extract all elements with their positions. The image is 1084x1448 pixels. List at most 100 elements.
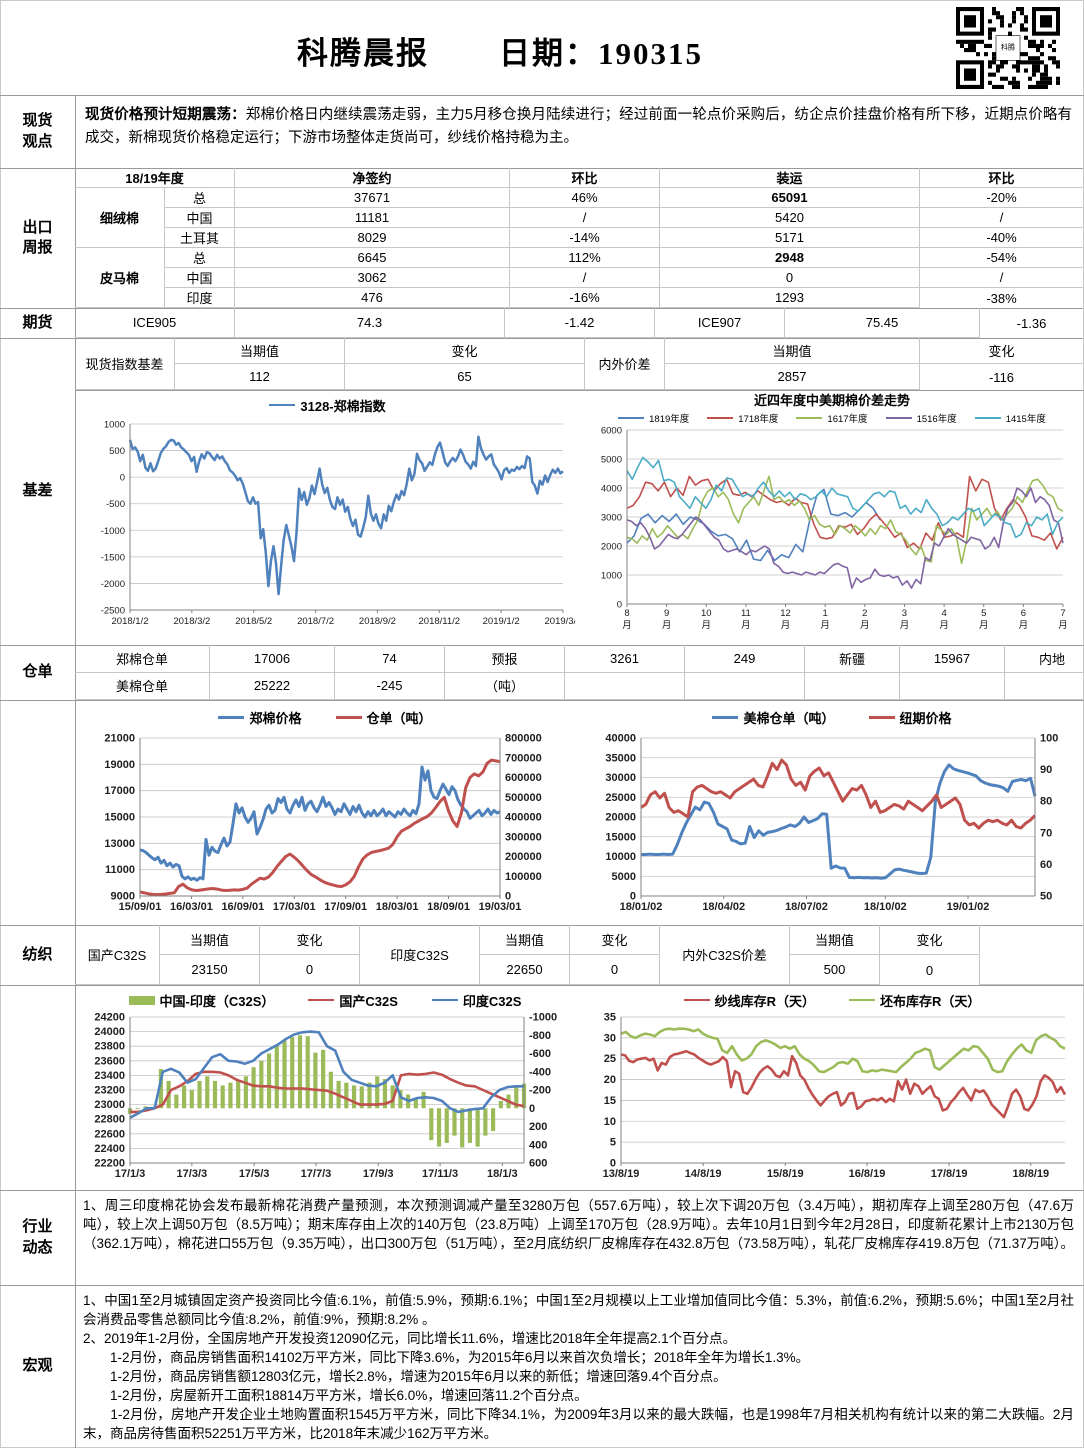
svg-text:3月: 3月 [900,608,910,631]
svg-text:2018/7/2: 2018/7/2 [297,616,334,627]
svg-text:19/03/01: 19/03/01 [479,901,522,913]
svg-text:2018/1/2: 2018/1/2 [112,616,149,627]
svg-text:-600: -600 [529,1048,551,1060]
cell: -16% [510,288,660,308]
legend-line-swatch [218,715,245,719]
legend-line-swatch [308,998,335,1002]
svg-text:23000: 23000 [94,1099,125,1111]
svg-text:10月: 10 月 [701,608,712,631]
legend-label: 国产C32S [339,993,398,1009]
svg-text:5月: 5月 [979,608,989,631]
svg-text:600: 600 [529,1158,547,1170]
svg-text:17/7/3: 17/7/3 [301,1168,332,1180]
svg-text:9000: 9000 [111,891,135,903]
svg-text:-2000: -2000 [101,579,125,590]
cell: 25222 [210,672,335,700]
chart-zhengmian-index: 3128-郑棉指数 1000 500 0 -500 -1000 -1500 -2000 -250… [80,392,582,642]
cell: 2857 [665,364,920,390]
svg-text:6月: 6月 [1019,608,1029,631]
futures-table: ICE905 74.3 -1.42 ICE907 75.45 -1.36 [75,308,1084,338]
chart-plot: 1000 500 0 -500 -1000 -1500 -2000 -25002018/1/2… [101,420,582,628]
svg-text:100000: 100000 [505,871,542,883]
svg-text:10: 10 [604,1116,616,1128]
legend-label: 1617年度 [827,414,868,425]
cell: 当期值 [160,925,260,955]
svg-text:2019/1/2: 2019/1/2 [483,616,520,627]
svg-text:18/09/01: 18/09/01 [427,901,470,913]
cell: 总 [165,248,235,268]
legend-label: 1819年度 [649,414,690,425]
legend-label: 仓单（吨） [366,710,432,726]
cell: ICE905 [75,308,235,338]
qr-code: 科腾 [956,7,1060,89]
macro-line: 2、2019年1-2月份，全国房地产开发投资12090亿元，同比增长11.6%，… [83,1331,737,1346]
svg-text:23200: 23200 [94,1085,125,1097]
svg-text:35000: 35000 [605,752,636,764]
svg-text:2000: 2000 [601,542,622,553]
cell [1005,673,1084,700]
cell: -116 [920,364,1084,390]
macro-line: 1、中国1至2月城镇固定资产投资同比今值:6.1%，前值:5.9%，预期:6.1… [83,1293,1074,1327]
cell: 112% [510,248,660,268]
cell: -1.42 [505,308,655,338]
cell: （吨） [445,672,565,700]
svg-text:18/03/01: 18/03/01 [376,901,419,913]
legend-line-swatch [868,715,895,719]
svg-text:22200: 22200 [94,1158,125,1170]
svg-text:35: 35 [604,1013,616,1024]
svg-text:0: 0 [610,1158,616,1170]
svg-text:22800: 22800 [94,1114,125,1126]
col-header: 环比 [920,168,1084,188]
svg-text:23600: 23600 [94,1055,125,1067]
svg-text:-500: -500 [106,499,125,510]
chart-c32s-spread: 中国-印度（C32S） 国产C32S 印度C32S 24200 24000 23800 23… [80,987,570,1187]
cell: -38% [920,288,1084,308]
svg-text:科腾: 科腾 [1001,43,1015,52]
legend-label: 1516年度 [916,414,957,425]
legend-item: 坯布库存R（天） [849,991,980,1010]
cell: 当期值 [790,925,880,955]
svg-text:11月: 11 月 [741,608,751,631]
chart-plot: 6000 5000 4000 3000 2000 1000 08 月 9 月 10 月 11 月 12 月 1 月… [601,426,1068,632]
legend-label: 美棉仓单（吨） [743,710,835,726]
svg-text:17/11/3: 17/11/3 [422,1168,458,1180]
chart-us-receipts-ny-price: 美棉仓单（吨） 纽期价格 40000 35000 30000 25000 20000 1500… [585,702,1079,922]
cell: 0 [570,955,660,985]
cell: 37671 [235,188,510,208]
cell: 总 [165,188,235,208]
cell [980,925,1084,985]
svg-text:23800: 23800 [94,1041,125,1053]
svg-text:21000: 21000 [104,733,135,745]
cell: 内外价差 [585,338,665,390]
cell: -54% [920,248,1084,268]
chart-zhengmian-price-receipts: 郑棉价格 仓单（吨） 21000 19000 17000 15000 13000 11000 9… [80,702,570,922]
chart-plot: 24200 24000 23800 23600 23400 23200 23000 22800… [94,1012,557,1181]
svg-text:17/8/19: 17/8/19 [931,1168,968,1180]
cell: 8029 [235,228,510,248]
svg-text:3000: 3000 [601,513,622,524]
svg-text:15/09/01: 15/09/01 [119,901,162,913]
legend-line-swatch [431,998,458,1002]
svg-text:0: 0 [505,891,511,903]
chart-plot: 21000 19000 17000 15000 13000 11000 9000 800000… [104,733,542,914]
cell: 15967 [900,645,1005,673]
svg-text:22600: 22600 [94,1128,125,1140]
row-group: 皮马棉 [75,248,165,308]
cell: 0 [660,268,920,288]
svg-text:7月: 7月 [1058,608,1068,631]
svg-text:-800: -800 [529,1030,551,1042]
cell: / [920,208,1084,228]
col-header: 装运 [660,168,920,188]
svg-text:19000: 19000 [104,759,135,771]
svg-text:17000: 17000 [104,785,135,797]
cell: 11181 [235,208,510,228]
cell: 476 [235,288,510,308]
macro-line: 1-2月份，商品房销售额12803亿元，增长2.8%，增速为2015年6月以来的… [83,1369,727,1384]
cell: 5171 [660,228,920,248]
legend-label: 郑棉价格 [249,710,302,726]
cell [685,672,805,700]
macro-line: 1-2月份，房屋新开工面积18814万平方米，增长6.0%，增速回落11.2个百… [83,1388,588,1403]
export-table: 18/19年度 净签约 环比 装运 环比 细绒棉 总 37671 46% 650… [75,168,1084,308]
svg-text:400: 400 [529,1139,547,1151]
cell: 当期值 [175,338,345,364]
